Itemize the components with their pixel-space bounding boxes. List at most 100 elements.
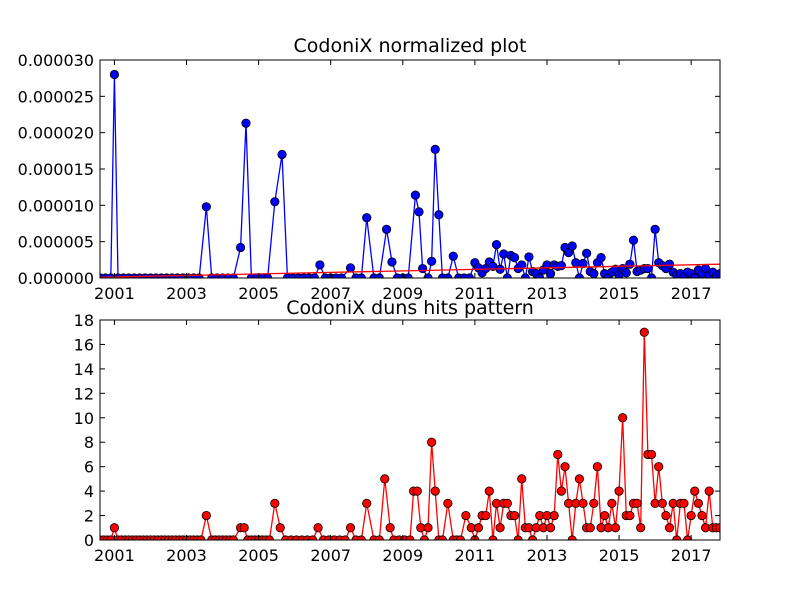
hits-point — [484, 486, 494, 496]
normalized-point — [621, 268, 631, 278]
hits-point — [578, 498, 588, 508]
hits-y-tick-label: 10 — [74, 409, 94, 428]
hits-point — [639, 327, 649, 337]
normalized-point — [448, 251, 458, 261]
normalized-point — [664, 259, 675, 269]
hits-point — [654, 462, 664, 472]
normalized-point — [387, 257, 397, 267]
hits-pattern-title: CodoniX duns hits pattern — [286, 297, 534, 319]
normalized-point — [414, 207, 424, 217]
normalized-point — [430, 144, 440, 154]
hits-point — [275, 523, 285, 533]
hits-point — [109, 523, 120, 533]
normalized-point — [524, 252, 534, 262]
hits-point — [646, 449, 657, 460]
hits-point — [553, 449, 563, 460]
normalized-plot-area — [100, 60, 720, 278]
normalized-point — [628, 235, 639, 245]
normalized-point — [410, 190, 421, 200]
normalized-point — [270, 197, 280, 207]
hits-point — [618, 413, 628, 423]
normalized-point — [418, 263, 428, 274]
normalized-x-tick-label: 2009 — [382, 284, 423, 303]
hits-x-tick-label: 2005 — [238, 546, 279, 565]
hits-point — [585, 523, 595, 533]
hits-point — [560, 462, 570, 472]
normalized-x-tick-label: 2011 — [455, 284, 496, 303]
hits-point — [697, 510, 707, 521]
hits-point — [600, 510, 610, 521]
hits-y-tick-label: 4 — [84, 482, 94, 501]
hits-x-tick-label: 2017 — [671, 546, 712, 565]
hits-y-tick-label: 6 — [84, 458, 94, 477]
hits-point — [427, 437, 437, 447]
hits-point — [239, 523, 249, 533]
hits-point — [704, 486, 714, 496]
hits-point — [345, 523, 356, 533]
hits-point — [502, 498, 512, 508]
normalized-point — [109, 69, 120, 80]
normalized-point — [625, 259, 635, 269]
hits-point — [430, 486, 440, 496]
hits-point — [509, 510, 520, 521]
normalized-point — [589, 269, 599, 278]
normalized-y-tick-label: 0.000010 — [18, 196, 94, 215]
hits-x-tick-label: 2013 — [527, 546, 568, 565]
hits-series-group — [100, 327, 720, 540]
hits-point — [690, 486, 700, 496]
hits-point — [545, 523, 556, 533]
normalized-point — [582, 248, 592, 258]
normalized-point — [241, 118, 251, 128]
normalized-point — [517, 260, 527, 270]
normalized-point — [596, 253, 606, 263]
hits-point — [549, 510, 559, 521]
hits-axes-frame — [99, 319, 721, 541]
normalized-point — [556, 261, 567, 271]
hits-point — [661, 510, 671, 521]
normalized-point — [650, 224, 660, 234]
hits-y-tick-label: 8 — [84, 433, 94, 452]
hits-point — [201, 510, 211, 521]
normalized-point — [427, 256, 437, 266]
normalized-plot-title: CodoniX normalized plot — [294, 35, 527, 57]
hits-point — [473, 523, 484, 533]
hits-point — [385, 523, 395, 533]
hits-x-tick-label: 2011 — [455, 546, 496, 565]
normalized-point — [491, 239, 502, 250]
hits-point — [657, 498, 667, 508]
hits-x-tick-label: 2009 — [382, 546, 423, 565]
hits-point — [270, 498, 280, 508]
hits-y-tick-label: 18 — [74, 311, 94, 330]
hits-point — [589, 498, 599, 508]
hits-x-tick-label: 2007 — [310, 546, 351, 565]
hits-plot-area — [100, 320, 720, 540]
normalized-x-tick-label: 2015 — [599, 284, 640, 303]
hits-point — [461, 510, 471, 521]
hits-point — [443, 498, 453, 508]
hits-point — [632, 498, 642, 508]
hits-point — [636, 523, 646, 533]
normalized-plot-axes: 2001 2003 2005 2007 2009 2011 2013 2015 2017 0.00… — [18, 35, 721, 303]
normalized-point — [235, 242, 246, 253]
normalized-point — [545, 269, 556, 278]
hits-point — [574, 474, 585, 484]
hits-point — [313, 523, 323, 533]
normalized-point — [201, 202, 211, 212]
normalized-x-tick-label: 2017 — [671, 284, 712, 303]
hits-y-tick-label: 2 — [84, 507, 94, 526]
hits-x-tick-label: 2015 — [599, 546, 640, 565]
normalized-point — [567, 241, 577, 251]
normalized-y-tick-label: 0.000005 — [18, 233, 94, 252]
normalized-y-tick-label: 0.000025 — [18, 87, 94, 106]
hits-point — [495, 523, 505, 533]
normalized-point — [315, 260, 325, 270]
hits-point — [664, 523, 675, 533]
normalized-series-group — [100, 69, 720, 278]
normalized-point — [643, 263, 653, 274]
hits-x-tick-label: 2001 — [94, 546, 135, 565]
normalized-point — [362, 213, 372, 223]
hits-x-tick-label: 2003 — [166, 546, 207, 565]
hits-point — [481, 510, 491, 521]
normalized-x-tick-label: 2001 — [94, 284, 135, 303]
